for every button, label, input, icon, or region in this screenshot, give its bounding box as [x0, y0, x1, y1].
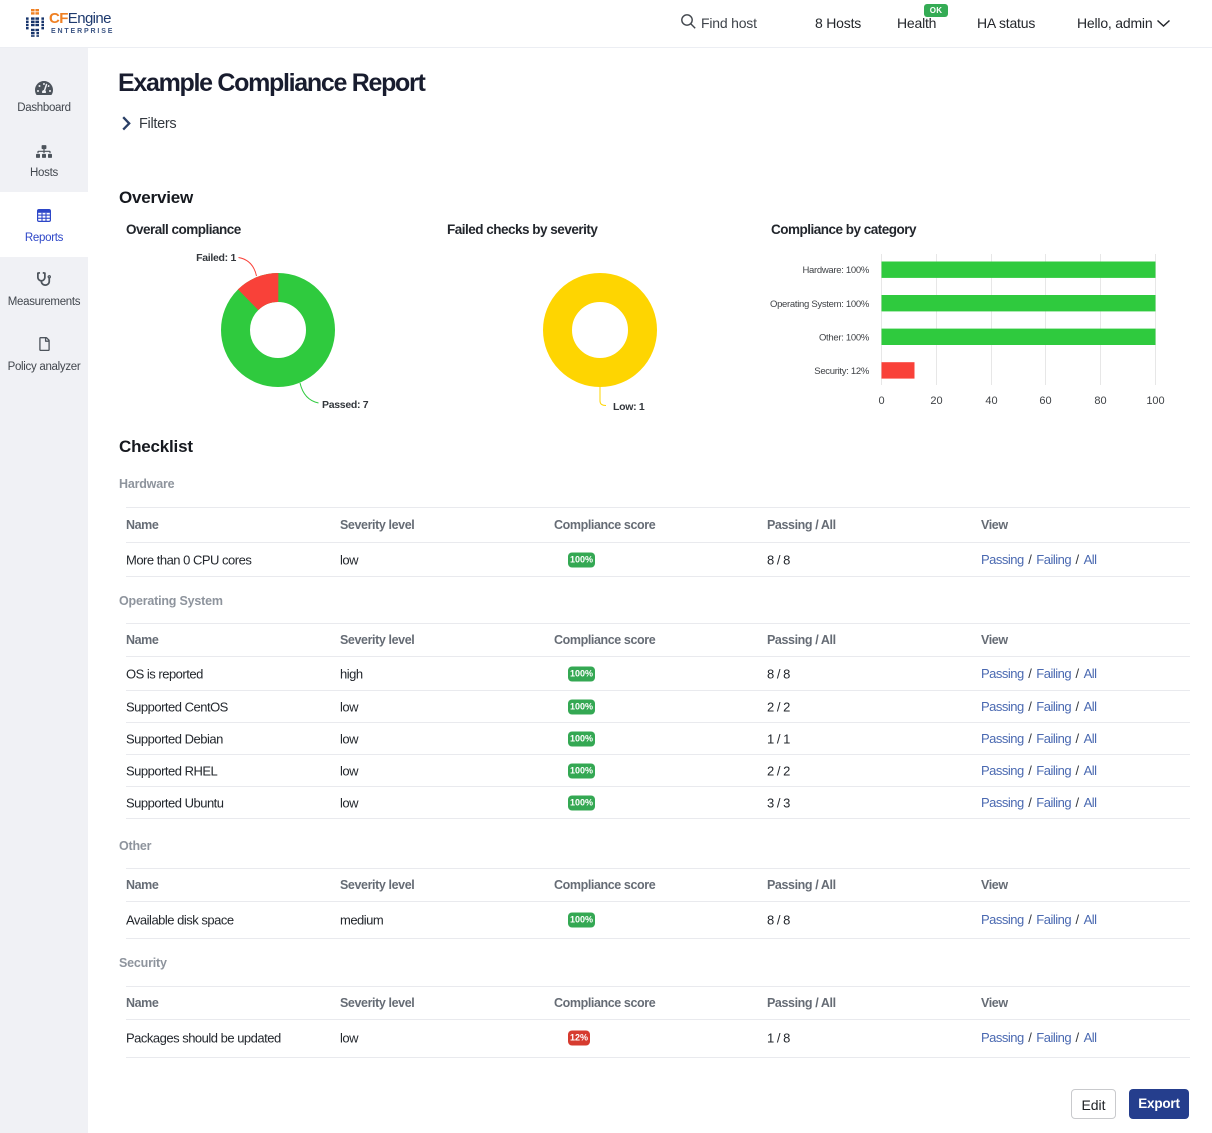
svg-text:100: 100 — [1146, 395, 1164, 407]
svg-text:Operating System: 100%: Operating System: 100% — [770, 299, 870, 310]
svg-text:Failed: 1: Failed: 1 — [196, 252, 236, 264]
svg-text:Hardware: 100%: Hardware: 100% — [802, 265, 869, 276]
svg-text:Low: 1: Low: 1 — [613, 401, 645, 413]
svg-text:Other: 100%: Other: 100% — [819, 332, 870, 343]
svg-text:0: 0 — [878, 395, 884, 407]
svg-text:Passed: 7: Passed: 7 — [322, 399, 369, 411]
svg-text:40: 40 — [985, 395, 997, 407]
svg-text:20: 20 — [930, 395, 942, 407]
svg-text:80: 80 — [1094, 395, 1106, 407]
svg-text:60: 60 — [1039, 395, 1051, 407]
svg-text:Security: 12%: Security: 12% — [814, 366, 870, 377]
